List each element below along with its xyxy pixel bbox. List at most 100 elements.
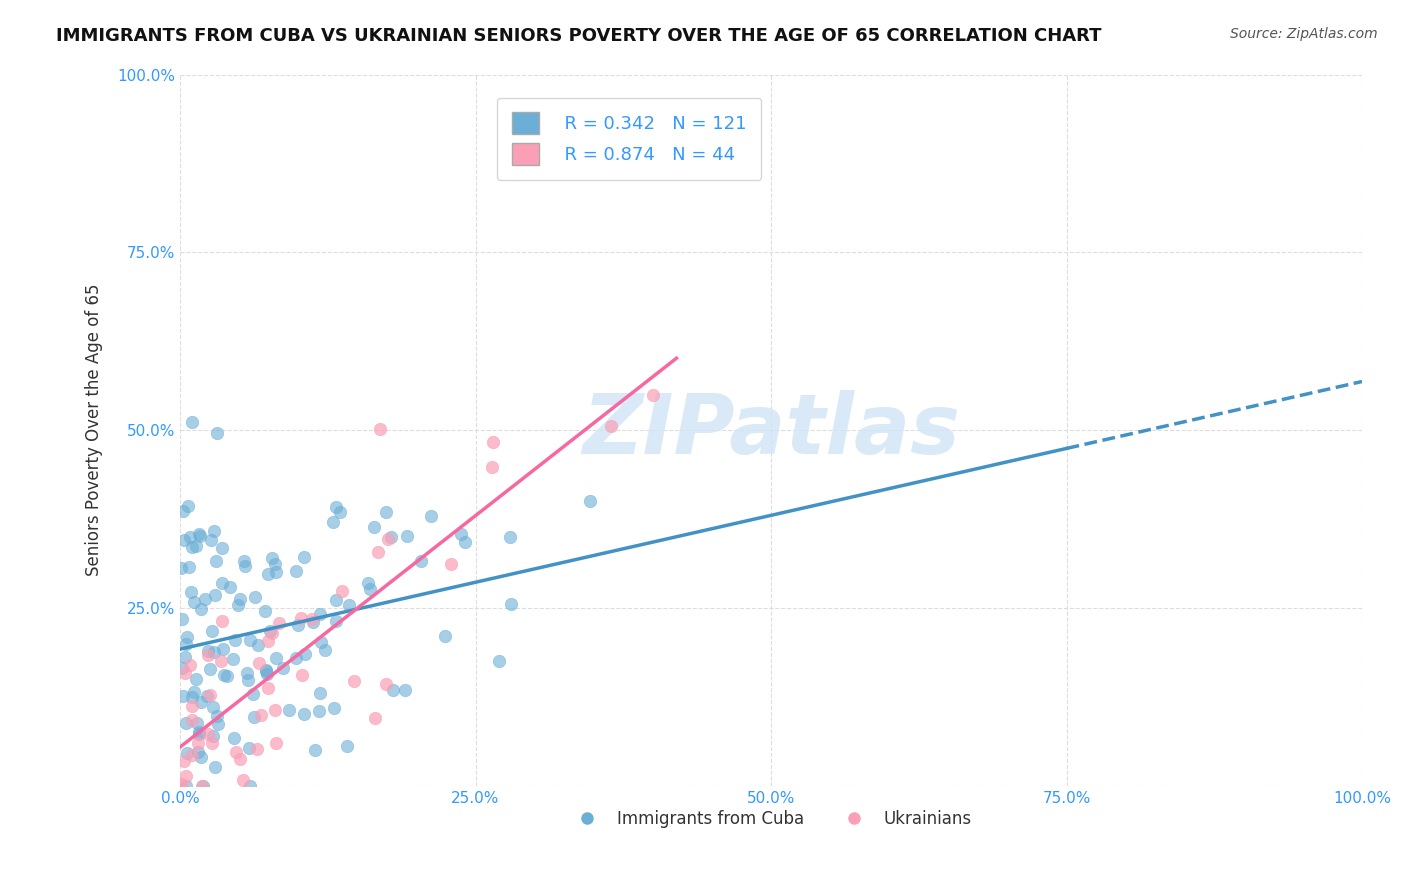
Point — [197, 727, 219, 741]
Point — [211, 614, 233, 628]
Point — [292, 706, 315, 721]
Point — [233, 554, 256, 568]
Point — [179, 658, 201, 673]
Point — [247, 656, 270, 670]
Point — [183, 685, 205, 699]
Point — [301, 612, 323, 626]
Point — [169, 561, 191, 575]
Point — [357, 575, 380, 590]
Point — [181, 415, 204, 429]
Point — [204, 554, 226, 568]
Point — [499, 530, 522, 544]
Point — [309, 635, 332, 649]
Point — [309, 607, 332, 621]
Point — [184, 673, 207, 687]
Point — [294, 647, 316, 661]
Point — [394, 683, 416, 698]
Point — [183, 595, 205, 609]
Point — [243, 709, 266, 723]
Point — [243, 590, 266, 604]
Point — [176, 499, 198, 513]
Point — [172, 689, 194, 703]
Point — [197, 644, 219, 658]
Point — [343, 674, 366, 689]
Point — [239, 632, 262, 647]
Point — [322, 516, 344, 530]
Point — [187, 745, 209, 759]
Point — [194, 591, 217, 606]
Point — [264, 703, 287, 717]
Point — [364, 711, 387, 725]
Point — [367, 545, 389, 559]
Point — [262, 551, 284, 566]
Point — [177, 559, 200, 574]
Point — [291, 668, 314, 682]
Point — [239, 779, 262, 793]
Point — [382, 682, 405, 697]
Point — [271, 661, 294, 675]
Point — [229, 592, 252, 607]
Text: ZIPatlas: ZIPatlas — [582, 390, 960, 471]
Point — [180, 713, 202, 727]
Text: IMMIGRANTS FROM CUBA VS UKRAINIAN SENIORS POVERTY OVER THE AGE OF 65 CORRELATION: IMMIGRANTS FROM CUBA VS UKRAINIAN SENIOR… — [56, 27, 1102, 45]
Point — [368, 422, 391, 436]
Point — [228, 752, 250, 766]
Point — [325, 500, 347, 515]
Point — [211, 576, 233, 591]
Point — [187, 736, 209, 750]
Point — [302, 615, 325, 630]
Point — [170, 612, 193, 626]
Point — [363, 520, 385, 534]
Point — [209, 653, 232, 667]
Point — [204, 588, 226, 602]
Point — [190, 696, 212, 710]
Point — [264, 736, 287, 750]
Point — [264, 565, 287, 579]
Point — [174, 637, 197, 651]
Point — [176, 630, 198, 644]
Point — [198, 688, 221, 702]
Point — [380, 530, 402, 544]
Point — [329, 505, 352, 519]
Point — [256, 666, 278, 681]
Point — [222, 651, 245, 665]
Point — [172, 504, 194, 518]
Point — [174, 769, 197, 783]
Point — [170, 777, 193, 791]
Point — [207, 717, 229, 731]
Point — [325, 592, 347, 607]
Point — [292, 550, 315, 565]
Point — [259, 624, 281, 638]
Legend: Immigrants from Cuba, Ukrainians: Immigrants from Cuba, Ukrainians — [564, 803, 979, 834]
Point — [264, 651, 287, 665]
Point — [204, 760, 226, 774]
Point — [215, 669, 238, 683]
Point — [188, 727, 211, 741]
Point — [249, 707, 271, 722]
Point — [285, 651, 308, 665]
Point — [233, 558, 256, 573]
Point — [188, 529, 211, 543]
Point — [214, 668, 236, 682]
Point — [172, 661, 194, 675]
Point — [375, 677, 398, 691]
Point — [377, 533, 399, 547]
Point — [488, 654, 510, 668]
Point — [236, 666, 259, 681]
Point — [501, 597, 523, 611]
Point — [262, 626, 284, 640]
Point — [304, 743, 326, 757]
Point — [238, 740, 260, 755]
Point — [337, 598, 360, 612]
Point — [207, 426, 229, 441]
Point — [257, 567, 280, 582]
Point — [246, 638, 269, 652]
Point — [254, 664, 277, 678]
Point — [201, 736, 224, 750]
Point — [287, 618, 309, 632]
Point — [257, 681, 280, 695]
Point — [226, 598, 249, 612]
Point — [173, 754, 195, 768]
Point — [195, 689, 218, 703]
Point — [395, 529, 418, 543]
